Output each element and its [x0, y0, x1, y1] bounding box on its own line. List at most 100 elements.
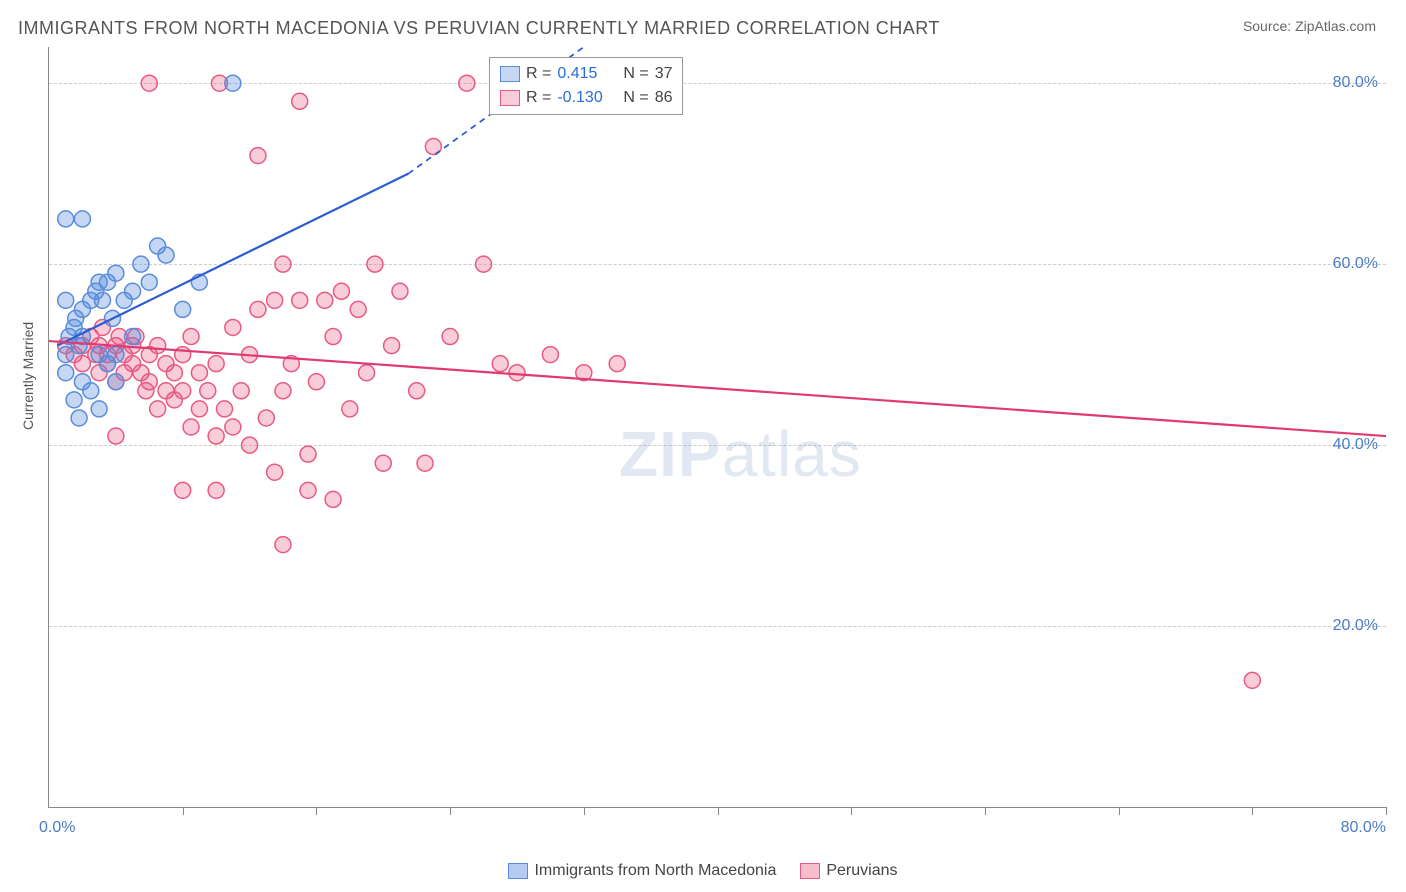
- data-point: [233, 383, 249, 399]
- data-point: [609, 356, 625, 372]
- legend-swatch: [500, 90, 520, 106]
- data-point: [292, 292, 308, 308]
- data-point: [275, 383, 291, 399]
- data-point: [275, 256, 291, 272]
- y-axis-label: Currently Married: [20, 322, 36, 430]
- n-value: 37: [655, 62, 673, 86]
- data-point: [141, 374, 157, 390]
- data-point: [225, 419, 241, 435]
- data-point: [492, 356, 508, 372]
- n-label: N =: [623, 62, 648, 86]
- n-value: 86: [655, 86, 673, 110]
- data-point: [325, 329, 341, 345]
- data-point: [216, 401, 232, 417]
- legend-swatch: [508, 863, 528, 879]
- data-point: [183, 419, 199, 435]
- data-point: [175, 347, 191, 363]
- legend-swatch: [800, 863, 820, 879]
- legend-swatch: [500, 66, 520, 82]
- data-point: [158, 247, 174, 263]
- x-tick-mark: [183, 807, 184, 815]
- data-point: [191, 401, 207, 417]
- data-point: [71, 410, 87, 426]
- data-point: [375, 455, 391, 471]
- data-point: [417, 455, 433, 471]
- x-tick-mark: [584, 807, 585, 815]
- source-value: ZipAtlas.com: [1295, 18, 1376, 34]
- data-point: [150, 401, 166, 417]
- chart-area: 20.0%40.0%60.0%80.0%0.0%80.0%ZIPatlas R …: [48, 47, 1386, 808]
- data-point: [392, 283, 408, 299]
- data-point: [459, 75, 475, 91]
- data-point: [141, 75, 157, 91]
- data-point: [292, 93, 308, 109]
- page-title: IMMIGRANTS FROM NORTH MACEDONIA VS PERUV…: [18, 18, 940, 39]
- data-point: [225, 319, 241, 335]
- data-point: [250, 148, 266, 164]
- legend-label: Immigrants from North Macedonia: [534, 862, 776, 880]
- scatter-plot: [49, 47, 1386, 807]
- data-point: [367, 256, 383, 272]
- legend-item: Peruvians: [800, 862, 897, 880]
- data-point: [325, 491, 341, 507]
- data-point: [442, 329, 458, 345]
- legend-bottom: Immigrants from North Macedonia Peruvians: [0, 862, 1406, 884]
- n-label: N =: [623, 86, 648, 110]
- data-point: [225, 75, 241, 91]
- data-point: [342, 401, 358, 417]
- legend-stats-row: R = 0.415 N = 37: [500, 62, 672, 86]
- source: Source: ZipAtlas.com: [1243, 18, 1376, 34]
- data-point: [333, 283, 349, 299]
- data-point: [208, 356, 224, 372]
- r-value: 0.415: [557, 62, 617, 86]
- x-tick-mark: [851, 807, 852, 815]
- data-point: [125, 329, 141, 345]
- data-point: [175, 301, 191, 317]
- data-point: [66, 392, 82, 408]
- data-point: [58, 211, 74, 227]
- data-point: [258, 410, 274, 426]
- data-point: [141, 274, 157, 290]
- data-point: [108, 265, 124, 281]
- header: IMMIGRANTS FROM NORTH MACEDONIA VS PERUV…: [0, 0, 1406, 47]
- data-point: [108, 347, 124, 363]
- legend-stats-row: R = -0.130 N = 86: [500, 86, 672, 110]
- data-point: [300, 446, 316, 462]
- data-point: [509, 365, 525, 381]
- data-point: [133, 256, 149, 272]
- data-point: [409, 383, 425, 399]
- data-point: [300, 482, 316, 498]
- data-point: [125, 283, 141, 299]
- legend-item: Immigrants from North Macedonia: [508, 862, 776, 880]
- data-point: [58, 292, 74, 308]
- legend-stats: R = 0.415 N = 37 R = -0.130 N = 86: [489, 57, 683, 115]
- data-point: [242, 437, 258, 453]
- origin-label: 0.0%: [39, 819, 75, 837]
- data-point: [91, 401, 107, 417]
- r-label: R =: [526, 86, 551, 110]
- x-tick-mark: [1386, 807, 1387, 815]
- legend-label: Peruvians: [826, 862, 897, 880]
- data-point: [58, 365, 74, 381]
- x-tick-mark: [1252, 807, 1253, 815]
- data-point: [1244, 672, 1260, 688]
- x-tick-mark: [718, 807, 719, 815]
- x-tick-mark: [985, 807, 986, 815]
- data-point: [359, 365, 375, 381]
- data-point: [200, 383, 216, 399]
- data-point: [166, 365, 182, 381]
- data-point: [175, 383, 191, 399]
- r-label: R =: [526, 62, 551, 86]
- data-point: [267, 464, 283, 480]
- data-point: [183, 329, 199, 345]
- r-value: -0.130: [557, 86, 617, 110]
- data-point: [250, 301, 266, 317]
- x-tick-mark: [1119, 807, 1120, 815]
- data-point: [94, 292, 110, 308]
- data-point: [267, 292, 283, 308]
- data-point: [208, 482, 224, 498]
- data-point: [74, 211, 90, 227]
- data-point: [191, 365, 207, 381]
- data-point: [83, 383, 99, 399]
- x-tick-mark: [450, 807, 451, 815]
